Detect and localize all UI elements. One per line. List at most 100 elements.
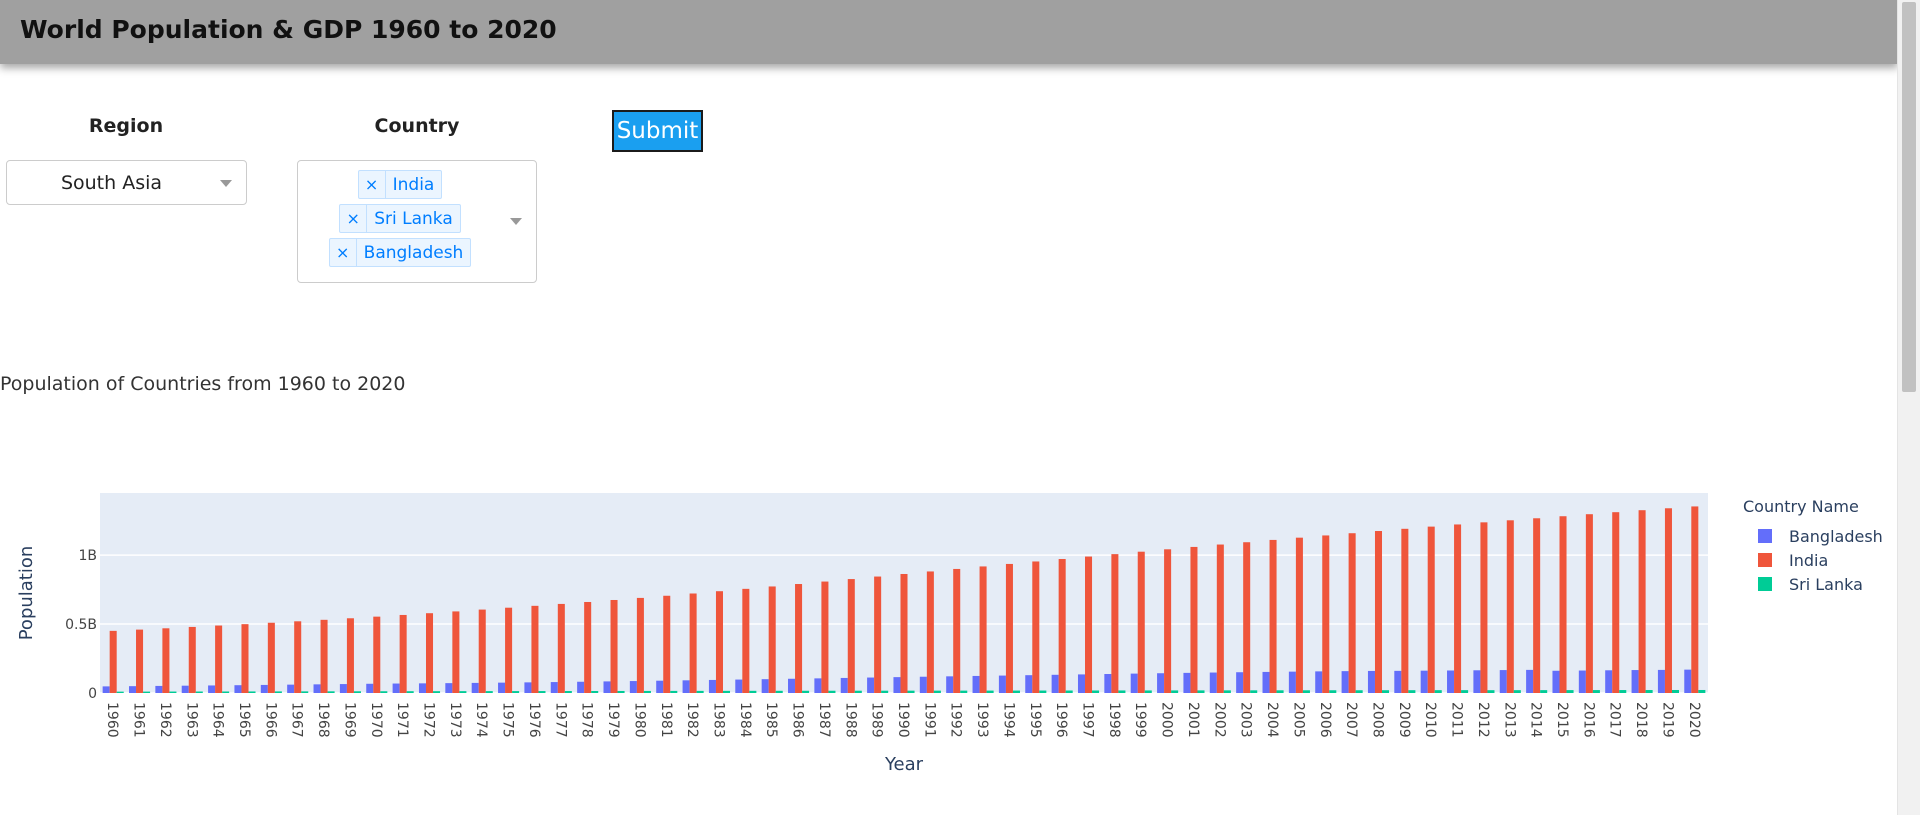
bar-bangladesh-1961[interactable] — [128, 686, 137, 693]
bar-bangladesh-2007[interactable] — [1341, 671, 1349, 693]
bar-sri-lanka-1964[interactable] — [222, 691, 230, 693]
bar-india-1990[interactable] — [900, 573, 908, 693]
bar-sri-lanka-1997[interactable] — [1092, 690, 1100, 693]
bar-sri-lanka-1995[interactable] — [1039, 690, 1047, 693]
bar-bangladesh-1995[interactable] — [1025, 675, 1033, 693]
bar-india-1974[interactable] — [478, 609, 486, 693]
bar-india-1963[interactable] — [188, 626, 196, 693]
bar-bangladesh-1967[interactable] — [287, 684, 295, 693]
bar-bangladesh-2012[interactable] — [1473, 670, 1481, 693]
bar-sri-lanka-2014[interactable] — [1540, 690, 1548, 693]
bar-sri-lanka-1988[interactable] — [854, 690, 862, 693]
bar-india-2020[interactable] — [1691, 506, 1699, 693]
bar-india-2013[interactable] — [1506, 520, 1514, 693]
remove-tag-icon[interactable]: × — [359, 171, 386, 198]
bar-india-2006[interactable] — [1322, 535, 1330, 693]
bar-bangladesh-2002[interactable] — [1209, 672, 1217, 693]
bar-bangladesh-1974[interactable] — [471, 682, 479, 693]
bar-bangladesh-1971[interactable] — [392, 683, 400, 693]
bar-bangladesh-2001[interactable] — [1183, 672, 1191, 693]
bar-sri-lanka-1962[interactable] — [169, 691, 177, 693]
bar-bangladesh-1985[interactable] — [761, 679, 769, 693]
bar-bangladesh-2017[interactable] — [1605, 670, 1613, 693]
bar-india-1993[interactable] — [979, 566, 987, 693]
bar-bangladesh-1965[interactable] — [234, 685, 242, 693]
bar-sri-lanka-1993[interactable] — [986, 690, 994, 693]
bar-india-1966[interactable] — [267, 622, 275, 693]
bar-sri-lanka-2010[interactable] — [1434, 690, 1442, 693]
bar-bangladesh-2010[interactable] — [1420, 670, 1428, 693]
bar-sri-lanka-1991[interactable] — [933, 690, 941, 693]
bar-bangladesh-1964[interactable] — [208, 685, 216, 693]
bar-sri-lanka-1983[interactable] — [722, 690, 731, 693]
bar-india-1972[interactable] — [425, 613, 434, 693]
legend-swatch[interactable] — [1758, 577, 1772, 591]
bar-sri-lanka-1960[interactable] — [116, 691, 124, 693]
bar-india-1995[interactable] — [1032, 561, 1040, 693]
bar-india-1971[interactable] — [399, 614, 407, 693]
bar-india-1973[interactable] — [452, 611, 460, 693]
remove-tag-icon[interactable]: × — [330, 239, 357, 266]
bar-bangladesh-1984[interactable] — [735, 679, 743, 693]
bar-sri-lanka-1998[interactable] — [1118, 690, 1126, 693]
bar-india-2017[interactable] — [1612, 512, 1620, 693]
bar-india-1981[interactable] — [663, 595, 671, 693]
bar-bangladesh-1973[interactable] — [445, 683, 453, 693]
bar-bangladesh-1989[interactable] — [867, 677, 875, 693]
bar-india-1985[interactable] — [768, 586, 776, 693]
bar-sri-lanka-2001[interactable] — [1197, 690, 1205, 693]
bar-sri-lanka-2016[interactable] — [1592, 690, 1600, 693]
bar-india-2002[interactable] — [1216, 544, 1224, 693]
bar-india-2012[interactable] — [1480, 522, 1488, 693]
bar-bangladesh-2008[interactable] — [1367, 670, 1375, 693]
bar-sri-lanka-2002[interactable] — [1223, 690, 1231, 693]
vertical-scrollbar[interactable] — [1897, 0, 1920, 815]
bar-india-1960[interactable] — [109, 630, 117, 693]
bar-sri-lanka-1975[interactable] — [512, 691, 520, 693]
bar-sri-lanka-1992[interactable] — [960, 690, 968, 693]
bar-bangladesh-1976[interactable] — [524, 682, 532, 693]
bar-sri-lanka-1966[interactable] — [274, 691, 282, 693]
bar-sri-lanka-1979[interactable] — [617, 690, 625, 693]
bar-bangladesh-2011[interactable] — [1447, 670, 1455, 693]
bar-india-2010[interactable] — [1427, 526, 1435, 693]
bar-india-1977[interactable] — [557, 603, 565, 693]
country-multiselect[interactable]: × India × Sri Lanka × Bangladesh — [297, 160, 537, 283]
bar-sri-lanka-1973[interactable] — [459, 691, 467, 693]
bar-sri-lanka-2003[interactable] — [1250, 690, 1258, 693]
legend-swatch[interactable] — [1758, 553, 1772, 567]
remove-tag-icon[interactable]: × — [340, 205, 368, 232]
bar-india-1982[interactable] — [689, 593, 697, 693]
bar-bangladesh-1977[interactable] — [550, 682, 558, 693]
bar-bangladesh-2019[interactable] — [1657, 669, 1665, 693]
bar-bangladesh-1970[interactable] — [366, 683, 374, 693]
bar-india-2000[interactable] — [1164, 549, 1172, 693]
bar-bangladesh-2013[interactable] — [1499, 670, 1507, 693]
bar-sri-lanka-1982[interactable] — [696, 690, 704, 693]
bar-india-2009[interactable] — [1401, 528, 1409, 693]
bar-sri-lanka-2008[interactable] — [1382, 690, 1390, 693]
chevron-down-icon[interactable] — [220, 180, 232, 187]
bar-sri-lanka-1971[interactable] — [406, 691, 414, 693]
bar-india-1998[interactable] — [1111, 554, 1119, 693]
bar-sri-lanka-1970[interactable] — [380, 691, 388, 693]
bar-sri-lanka-1981[interactable] — [670, 690, 678, 693]
bar-sri-lanka-1980[interactable] — [643, 690, 651, 693]
bar-india-2001[interactable] — [1190, 546, 1198, 693]
bar-bangladesh-2006[interactable] — [1315, 671, 1323, 693]
bar-bangladesh-1993[interactable] — [972, 675, 980, 693]
legend-item-label[interactable]: India — [1789, 551, 1828, 570]
bar-india-1970[interactable] — [373, 616, 381, 693]
bar-sri-lanka-2017[interactable] — [1619, 690, 1627, 693]
bar-sri-lanka-1965[interactable] — [248, 691, 256, 693]
bar-india-1962[interactable] — [162, 628, 170, 693]
bar-sri-lanka-2012[interactable] — [1487, 690, 1495, 693]
bar-bangladesh-1969[interactable] — [339, 684, 347, 693]
bar-sri-lanka-1976[interactable] — [538, 691, 546, 693]
bar-sri-lanka-1987[interactable] — [828, 690, 836, 693]
bar-india-1983[interactable] — [715, 591, 723, 693]
bar-india-1988[interactable] — [847, 579, 855, 693]
bar-india-2004[interactable] — [1269, 539, 1277, 693]
bar-india-1984[interactable] — [742, 588, 750, 693]
bar-india-2008[interactable] — [1374, 531, 1383, 693]
